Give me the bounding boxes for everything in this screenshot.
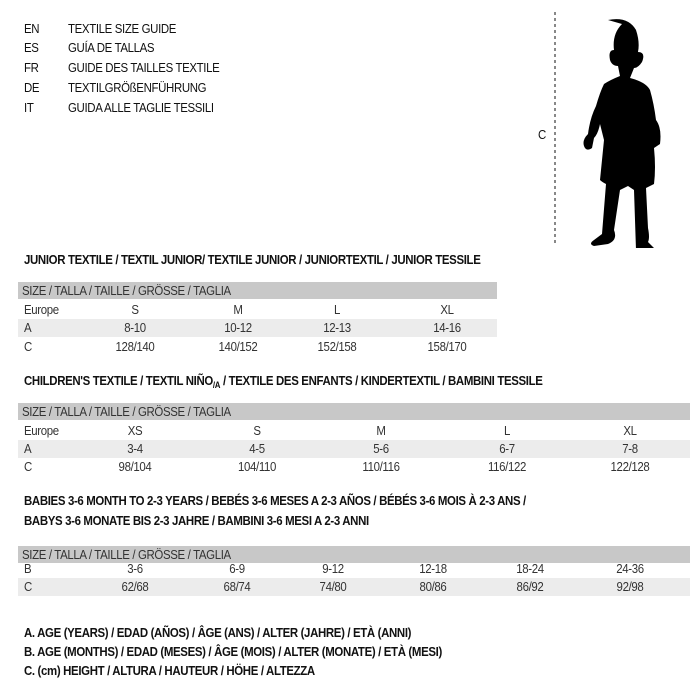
row-label: A [24,441,32,456]
table-cell: 8-10 [124,320,146,335]
table-cell: 110/116 [362,459,400,474]
guide-title: GUIDA ALLE TAGLIE TESSILI [68,100,214,115]
row-label: C [24,339,32,354]
table-cell: 128/140 [115,339,155,354]
table-cell: 104/110 [237,459,277,474]
table-cell: 116/122 [487,459,527,474]
table-cell: 10-12 [224,320,252,335]
guide-title: GUIDE DES TAILLES TEXTILE [68,60,220,75]
row-label: Europe [24,423,59,438]
table-cell: 80/86 [419,579,447,594]
table-cell: 62/68 [121,579,149,594]
legend-item: B. AGE (MONTHS) / EDAD (MESES) / ÂGE (MO… [24,644,442,659]
table-cell: 6-9 [229,561,245,576]
row-label: B [24,561,32,576]
guide-title: TEXTILE SIZE GUIDE [68,21,177,36]
row-band [18,319,497,337]
table-cell: 3-6 [127,561,143,576]
row-band [18,578,690,596]
language-code: ES [24,40,39,55]
row-label: A [24,320,32,335]
table-cell: L [333,302,341,317]
table-cell: S [253,423,261,438]
table-cell: L [503,423,511,438]
table-cell: 140/152 [218,339,258,354]
children-title-part: / TEXTILE DES ENFANTS / KINDERTEXTIL / B… [220,373,543,388]
guide-title: TEXTILGRÖßENFÜHRUNG [68,80,207,95]
table-cell: 152/158 [317,339,357,354]
table-cell: 12-13 [323,320,351,335]
children-title: CHILDREN'S TEXTILE / TEXTIL NIÑO/A / TEX… [24,373,543,393]
legend-item: A. AGE (YEARS) / EDAD (AÑOS) / ÂGE (ANS)… [24,625,412,640]
table-cell: 12-18 [419,561,447,576]
children-title-part: CHILDREN'S TEXTILE / TEXTIL NIÑO [24,373,213,388]
table-cell: M [376,423,386,438]
row-band [18,440,690,458]
table-cell: 24-36 [616,561,644,576]
row-label: Europe [24,302,59,317]
table-cell: M [233,302,243,317]
language-code: EN [24,21,40,36]
size-header-label: SIZE / TALLA / TAILLE / GRÖSSE / TAGLIA [22,404,231,419]
junior-title: JUNIOR TEXTILE / TEXTIL JUNIOR/ TEXTILE … [24,252,481,267]
babies-title-line1: BABIES 3-6 MONTH TO 2-3 YEARS / BEBÉS 3-… [24,493,526,508]
table-cell: 92/98 [616,579,644,594]
legend-item: C. (cm) HEIGHT / ALTURA / HAUTEUR / HÖHE… [24,663,315,678]
table-cell: 6-7 [499,441,515,456]
size-header-bar [18,282,497,299]
row-label: C [24,579,32,594]
table-cell: 4-5 [249,441,265,456]
table-cell: 74/80 [319,579,347,594]
table-cell: 18-24 [516,561,544,576]
language-code: FR [24,60,39,75]
table-cell: 68/74 [223,579,251,594]
children-title-part: /A [212,380,221,390]
table-cell: 5-6 [373,441,389,456]
size-header-label: SIZE / TALLA / TAILLE / GRÖSSE / TAGLIA [22,547,231,562]
table-cell: 158/170 [427,339,467,354]
table-cell: 7-8 [622,441,638,456]
table-cell: 9-12 [322,561,344,576]
table-cell: 3-4 [127,441,143,456]
height-label: C [538,127,546,142]
table-cell: S [131,302,139,317]
size-header-label: SIZE / TALLA / TAILLE / GRÖSSE / TAGLIA [22,283,231,298]
size-header-bar [18,403,690,420]
table-cell: XL [623,423,637,438]
table-cell: 98/104 [118,459,152,474]
table-cell: 86/92 [516,579,544,594]
child-silhouette-icon [554,12,661,248]
row-label: C [24,459,32,474]
table-cell: XS [127,423,143,438]
language-code: DE [24,80,40,95]
language-code: IT [24,100,34,115]
table-cell: XL [440,302,454,317]
table-cell: 14-16 [433,320,461,335]
table-cell: 122/128 [610,459,650,474]
babies-title-line2: BABYS 3-6 MONATE BIS 2-3 JAHRE / BAMBINI… [24,513,369,528]
guide-title: GUÍA DE TALLAS [68,40,155,55]
size-header-bar [18,546,690,563]
